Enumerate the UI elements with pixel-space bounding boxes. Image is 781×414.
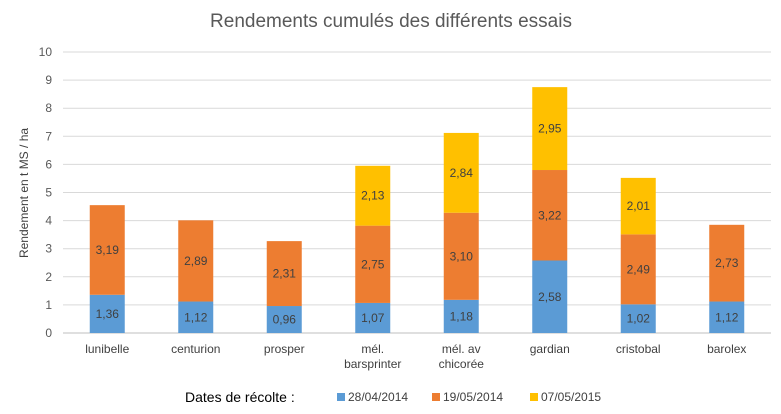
y-axis-label: Rendement en t MS / ha xyxy=(17,128,31,258)
y-tick-label: 6 xyxy=(45,157,52,171)
gridlines xyxy=(63,51,771,334)
bar-segment xyxy=(266,306,302,333)
data-label: 2,84 xyxy=(450,166,474,180)
legend-entry: 19/05/2014 xyxy=(443,390,503,404)
bar-segment xyxy=(620,177,656,235)
bar-segment xyxy=(532,260,568,333)
data-label: 2,31 xyxy=(273,267,297,281)
legend-entry: 28/04/2014 xyxy=(348,390,408,404)
legend-entry: 07/05/2015 xyxy=(541,390,601,404)
bar-segment xyxy=(355,225,391,303)
bar-segment xyxy=(355,302,391,333)
category-label: barsprinter xyxy=(344,357,401,371)
bar-segment xyxy=(89,205,125,295)
bar-segment xyxy=(89,294,125,333)
bar-segment xyxy=(709,301,745,333)
data-label: 2,89 xyxy=(184,254,208,268)
category-label: prosper xyxy=(264,342,305,356)
bar-segment xyxy=(443,132,479,213)
data-label: 1,12 xyxy=(715,310,739,324)
category-label: mél. av xyxy=(442,342,481,356)
data-label: 3,10 xyxy=(450,249,474,263)
bar-segment xyxy=(709,224,745,302)
data-label: 1,07 xyxy=(361,311,385,325)
y-tick-label: 8 xyxy=(45,101,52,115)
data-label: 2,95 xyxy=(538,122,562,136)
y-tick-label: 1 xyxy=(45,298,52,312)
legend-swatch xyxy=(432,393,440,401)
bar-segment xyxy=(532,170,568,261)
data-label: 0,96 xyxy=(273,313,297,327)
legend-swatch xyxy=(337,393,345,401)
bar-segment xyxy=(178,220,214,302)
category-label: cristobal xyxy=(616,342,661,356)
data-label: 2,13 xyxy=(361,189,385,203)
y-tick-label: 5 xyxy=(45,186,52,200)
data-label: 3,22 xyxy=(538,208,562,222)
category-label: barolex xyxy=(707,342,746,356)
data-label: 1,36 xyxy=(96,307,120,321)
y-tick-label: 2 xyxy=(45,270,52,284)
bar-segment xyxy=(266,241,302,307)
y-tick-label: 4 xyxy=(45,214,52,228)
category-label: chicorée xyxy=(439,357,485,371)
bar-segment xyxy=(532,87,568,171)
category-label: mél. xyxy=(361,342,384,356)
data-label: 2,73 xyxy=(715,256,739,270)
data-label: 1,18 xyxy=(450,309,474,323)
category-labels: lunibelle centurion prosper mél.barsprinter… xyxy=(85,342,746,371)
y-tick-label: 9 xyxy=(45,73,52,87)
category-label: lunibelle xyxy=(85,342,129,356)
data-label: 2,75 xyxy=(361,257,385,271)
y-tick-label: 3 xyxy=(45,242,52,256)
bar-segment xyxy=(443,212,479,300)
data-label: 2,58 xyxy=(538,290,562,304)
data-label: 1,02 xyxy=(627,312,651,326)
data-label: 2,01 xyxy=(627,199,651,213)
legend-swatch xyxy=(530,393,538,401)
data-label: 1,12 xyxy=(184,310,208,324)
category-label: centurion xyxy=(171,342,220,356)
data-labels: 1,36 3,19 1,12 2,89 0,96 2,31 1,07 2,75 2,13 1,18… xyxy=(96,122,739,327)
y-tick-label: 10 xyxy=(39,45,53,59)
legend-title: Dates de récolte : xyxy=(185,389,295,405)
data-label: 2,49 xyxy=(627,262,651,276)
bar-segment xyxy=(620,234,656,305)
y-tick-labels: 0 1 2 3 4 5 6 7 8 9 10 xyxy=(39,45,53,340)
legend: Dates de récolte : 28/04/2014 19/05/2014 0… xyxy=(185,389,601,405)
y-tick-label: 7 xyxy=(45,129,52,143)
bar-segment xyxy=(620,304,656,333)
y-tick-label: 0 xyxy=(45,326,52,340)
data-label: 3,19 xyxy=(96,243,120,257)
bar-segment xyxy=(355,165,391,226)
bar-segment xyxy=(443,299,479,333)
bar-segment xyxy=(178,301,214,333)
chart-title: Rendements cumulés des différents essais xyxy=(210,11,572,32)
bars xyxy=(89,87,745,333)
category-label: gardian xyxy=(530,342,570,356)
